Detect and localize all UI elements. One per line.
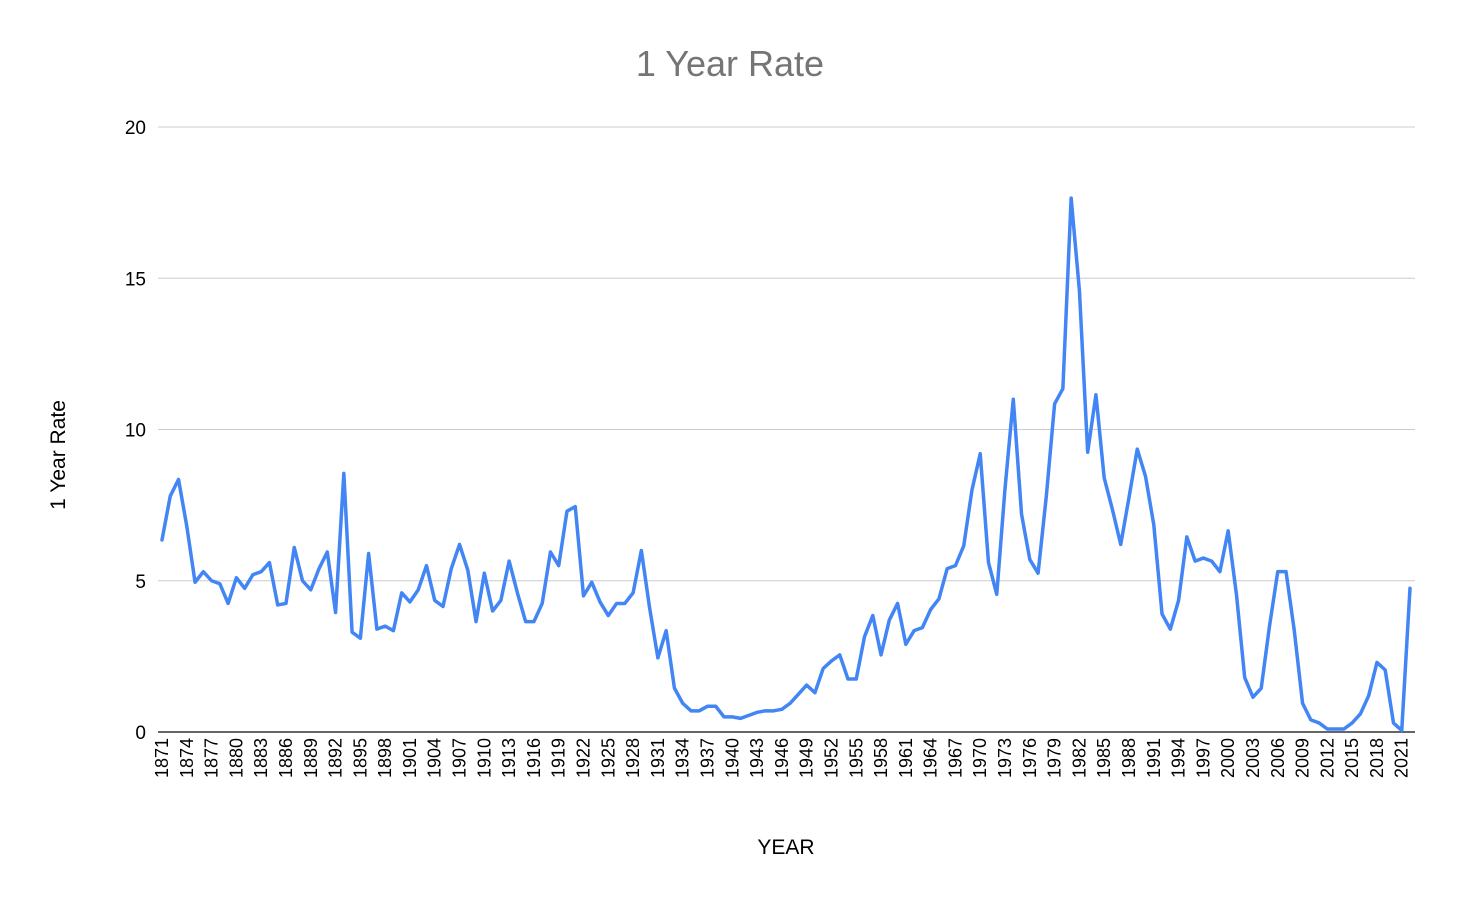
x-tick-label: 1979: [1045, 738, 1065, 778]
gridlines: [158, 126, 1415, 582]
x-tick-label: 1994: [1169, 738, 1189, 778]
x-tick-label: 1967: [945, 738, 965, 778]
x-tick-label: 1901: [400, 738, 420, 778]
y-axis-ticks: 0 5 10 15 20: [125, 118, 146, 744]
x-tick-label: 1964: [921, 738, 941, 778]
x-tick-label: 1931: [648, 738, 668, 778]
x-tick-label: 1898: [375, 738, 395, 778]
x-tick-label: 1916: [524, 738, 544, 778]
x-tick-label: 1874: [177, 738, 197, 778]
y-tick-label: 15: [125, 269, 146, 290]
x-axis-ticks: 1871 1874 1877 1880 1883 1886 1889 1892 1895 1898…: [152, 738, 1412, 778]
x-tick-label: 1952: [821, 738, 841, 778]
x-tick-label: 1922: [574, 738, 594, 778]
y-tick-label: 10: [125, 421, 146, 442]
x-tick-label: 1988: [1119, 738, 1139, 778]
x-tick-label: 2009: [1293, 738, 1313, 778]
x-tick-label: 1985: [1094, 738, 1114, 778]
x-tick-label: 1886: [276, 738, 296, 778]
x-tick-label: 1928: [623, 738, 643, 778]
x-tick-label: 1943: [747, 738, 767, 778]
series-line: [160, 196, 1412, 733]
x-tick-label: 2012: [1317, 738, 1337, 778]
x-tick-label: 1973: [995, 738, 1015, 778]
series-layer: [160, 196, 1412, 733]
chart-title: 1 Year Rate: [636, 43, 824, 84]
x-tick-label: 1937: [697, 738, 717, 778]
y-tick-label: 5: [135, 572, 146, 593]
x-tick-label: 1958: [871, 738, 891, 778]
x-tick-label: 1961: [896, 738, 916, 778]
x-tick-label: 1997: [1193, 738, 1213, 778]
x-tick-label: 2000: [1218, 738, 1238, 778]
x-tick-label: 1877: [202, 738, 222, 778]
x-tick-label: 1949: [797, 738, 817, 778]
y-tick-label: 0: [135, 723, 146, 744]
x-axis-title: YEAR: [757, 836, 814, 859]
x-tick-label: 1970: [970, 738, 990, 778]
x-tick-label: 2021: [1392, 738, 1412, 778]
x-tick-label: 1976: [1020, 738, 1040, 778]
x-tick-label: 1934: [673, 738, 693, 778]
y-tick-label: 20: [125, 118, 146, 139]
x-tick-label: 2006: [1268, 738, 1288, 778]
x-tick-label: 1946: [772, 738, 792, 778]
x-tick-label: 1907: [450, 738, 470, 778]
x-tick-label: 1910: [474, 738, 494, 778]
x-tick-label: 1904: [425, 738, 445, 778]
x-tick-label: 2015: [1342, 738, 1362, 778]
x-tick-label: 2018: [1367, 738, 1387, 778]
x-tick-label: 1895: [350, 738, 370, 778]
x-tick-label: 1919: [549, 738, 569, 778]
x-tick-label: 1982: [1069, 738, 1089, 778]
x-tick-label: 1913: [499, 738, 519, 778]
x-tick-label: 1880: [226, 738, 246, 778]
x-tick-label: 1991: [1144, 738, 1164, 778]
x-tick-label: 1940: [722, 738, 742, 778]
x-tick-label: 1889: [301, 738, 321, 778]
x-tick-label: 1955: [846, 738, 866, 778]
y-axis-title: 1 Year Rate: [47, 400, 70, 510]
x-tick-label: 1925: [598, 738, 618, 778]
x-tick-label: 2003: [1243, 738, 1263, 778]
x-tick-label: 1883: [251, 738, 271, 778]
x-tick-label: 1871: [152, 738, 172, 778]
x-tick-label: 1892: [326, 738, 346, 778]
